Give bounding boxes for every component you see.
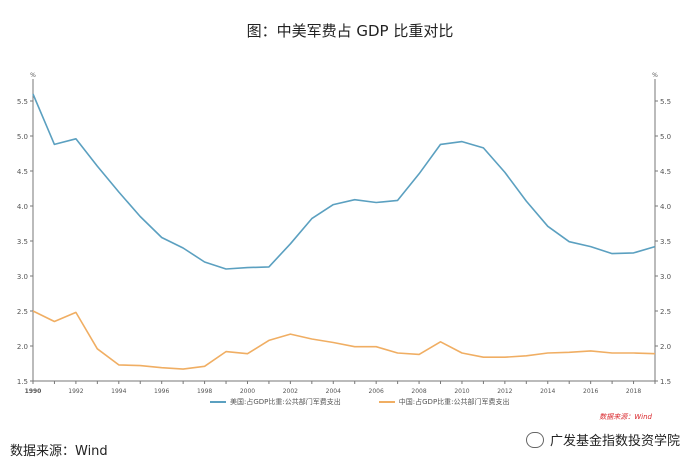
x-tick-label: 2006 — [369, 388, 384, 395]
x-tick-label: 2000 — [240, 388, 255, 395]
x-tick-label: 2010 — [454, 388, 469, 395]
data-source: 数据来源：Wind — [10, 444, 108, 459]
line-chart: % % 1.5 1.5 2.0 2.0 2.5 2.5 3.0 3.0 3.5 3.5 4.0 4.0 4.… — [17, 72, 671, 395]
y-tick-label-right: 5.0 — [660, 133, 671, 141]
y-tick-label-right: 2.0 — [660, 343, 671, 351]
x-tick-label: 2016 — [583, 388, 598, 395]
y-tick-label-right: 3.5 — [660, 238, 671, 246]
x-tick-label: 2008 — [411, 388, 426, 395]
y-tick-label-right: 4.0 — [660, 203, 671, 211]
x-tick-label: 1990 — [25, 388, 42, 395]
legend-item-us: 美国:占GDP比重:公共部门军费支出 — [210, 397, 341, 407]
legend-label-us: 美国:占GDP比重:公共部门军费支出 — [230, 398, 341, 406]
y-tick-label-left: 1.5 — [17, 378, 28, 386]
y-tick-label-left: 3.5 — [17, 238, 28, 246]
wechat-icon — [525, 431, 544, 448]
legend-swatch-cn — [378, 401, 395, 403]
x-tick-label: 1994 — [111, 388, 126, 395]
y-tick-label-left: 5.0 — [17, 133, 28, 141]
x-tick-label: 1998 — [197, 388, 212, 395]
x-tick-label: 2002 — [283, 388, 298, 395]
x-tick-label: 1996 — [154, 388, 169, 395]
chart-legend: 美国:占GDP比重:公共部门军费支出 中国:占GDP比重:公共部门军费支出 — [210, 397, 510, 407]
y-tick-label-right: 5.5 — [660, 98, 671, 106]
y-tick-label-left: 2.5 — [17, 308, 28, 316]
y-tick-label-left: 4.0 — [17, 203, 28, 211]
y-unit-left: % — [30, 72, 36, 79]
y-tick-label-right: 2.5 — [660, 308, 671, 316]
y-tick-label-right: 4.5 — [660, 168, 671, 176]
x-tick-label: 2004 — [326, 388, 341, 395]
y-tick-label-left: 4.5 — [17, 168, 28, 176]
y-tick-label-right: 3.0 — [660, 273, 671, 281]
x-tick-label: 2018 — [626, 388, 641, 395]
y-tick-label-left: 2.0 — [17, 343, 28, 351]
legend-item-cn: 中国:占GDP比重:公共部门军费支出 — [378, 397, 510, 407]
x-tick-label: 2012 — [497, 388, 512, 395]
series-line-cn — [32, 310, 656, 370]
y-tick-label-left: 5.5 — [17, 98, 28, 106]
y-tick-label-right: 1.5 — [660, 378, 671, 386]
chart-source-note: 数据来源：Wind — [599, 413, 652, 421]
y-tick-label-left: 3.0 — [17, 273, 28, 281]
chart-title: 图：中美军费占 GDP 比重对比 — [246, 22, 454, 40]
watermark: 广发基金指数投资学院 — [525, 430, 680, 449]
legend-label-cn: 中国:占GDP比重:公共部门军费支出 — [398, 398, 510, 406]
x-tick-label: 2014 — [540, 388, 555, 395]
y-unit-right: % — [652, 72, 658, 79]
watermark-text: 广发基金指数投资学院 — [549, 434, 680, 449]
x-tick-label: 1992 — [68, 388, 83, 395]
legend-swatch-us — [210, 401, 226, 403]
series-line-us — [32, 93, 656, 270]
